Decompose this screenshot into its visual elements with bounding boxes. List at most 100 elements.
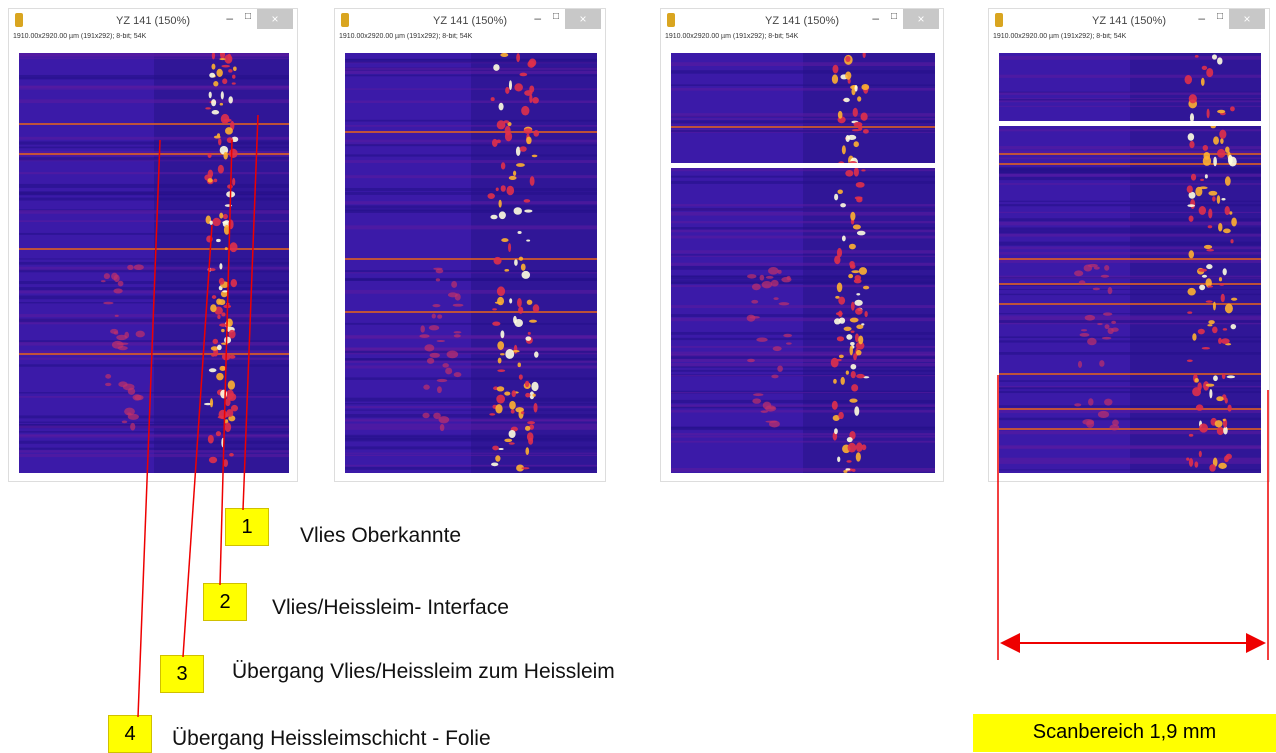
signal-spot xyxy=(1199,423,1208,432)
signal-spot xyxy=(228,380,235,389)
signal-spot xyxy=(857,231,866,236)
signal-spot xyxy=(1218,463,1227,469)
noise-stripe xyxy=(19,396,289,398)
noise-stripe xyxy=(671,468,935,472)
noise-stripe xyxy=(671,236,935,239)
signal-line xyxy=(999,373,1261,375)
signal-spot xyxy=(845,72,851,80)
signal-spot xyxy=(509,80,512,90)
maximize-button[interactable]: □ xyxy=(245,11,251,22)
minimize-button[interactable]: – xyxy=(1198,11,1205,25)
noise-stripe xyxy=(345,201,597,204)
signal-spot xyxy=(1216,396,1223,401)
noise-stripe xyxy=(19,75,289,78)
signal-spot xyxy=(834,194,838,201)
signal-spot xyxy=(103,302,113,305)
signal-spot xyxy=(848,443,857,453)
signal-spot xyxy=(850,364,856,369)
signal-spot xyxy=(1213,136,1219,144)
signal-spot xyxy=(527,421,535,424)
close-button[interactable]: × xyxy=(1229,9,1265,29)
signal-spot xyxy=(525,447,529,455)
signal-spot xyxy=(1108,328,1114,334)
signal-spot xyxy=(516,53,520,62)
signal-spot xyxy=(208,435,214,444)
signal-spot xyxy=(1223,229,1231,234)
signal-spot xyxy=(225,422,231,432)
minimize-button[interactable]: – xyxy=(534,11,541,25)
noise-stripe xyxy=(19,198,289,201)
noise-stripe xyxy=(345,144,597,146)
signal-spot xyxy=(509,298,512,303)
noise-stripe xyxy=(345,347,597,351)
signal-spot xyxy=(1195,55,1199,58)
signal-spot xyxy=(505,87,509,94)
signal-spot xyxy=(849,244,856,250)
signal-spot xyxy=(498,358,502,364)
signal-spot xyxy=(437,386,442,393)
close-button[interactable]: × xyxy=(903,9,939,29)
image-info: 1910.00x2920.00 µm (191x292); 8-bit; 54K xyxy=(9,33,297,45)
minimize-button[interactable]: – xyxy=(872,11,879,25)
signal-spot xyxy=(841,377,845,385)
signal-spot xyxy=(1217,427,1224,435)
label-number: 1 xyxy=(225,508,269,546)
noise-stripe xyxy=(345,361,597,363)
signal-spot xyxy=(1199,206,1206,215)
signal-spot xyxy=(491,97,495,101)
signal-spot xyxy=(514,207,522,214)
signal-spot xyxy=(497,386,505,391)
signal-spot xyxy=(1110,424,1120,430)
noise-stripe xyxy=(999,336,1261,338)
noise-stripe xyxy=(345,75,597,77)
signal-spot xyxy=(205,107,210,109)
signal-spot xyxy=(845,170,853,177)
label-text: Übergang Vlies/Heissleim zum Heissleim xyxy=(232,660,615,684)
signal-spot xyxy=(838,310,842,317)
signal-spot xyxy=(1213,302,1216,311)
close-button[interactable]: × xyxy=(565,9,601,29)
noise-stripe xyxy=(345,120,597,122)
signal-spot xyxy=(217,315,220,319)
noise-stripe xyxy=(345,455,597,456)
noise-stripe xyxy=(345,59,597,63)
maximize-button[interactable]: □ xyxy=(1217,11,1223,22)
signal-spot xyxy=(225,247,228,250)
close-button[interactable]: × xyxy=(257,9,293,29)
maximize-button[interactable]: □ xyxy=(553,11,559,22)
minimize-button[interactable]: – xyxy=(226,11,233,25)
noise-stripe xyxy=(19,392,289,393)
signal-spot xyxy=(752,283,761,290)
noise-stripe xyxy=(999,446,1261,448)
signal-spot xyxy=(501,185,506,192)
maximize-button[interactable]: □ xyxy=(891,11,897,22)
signal-spot xyxy=(219,278,225,285)
scan-image xyxy=(345,53,597,473)
image-info: 1910.00x2920.00 µm (191x292); 8-bit; 54K xyxy=(335,33,605,45)
signal-spot xyxy=(773,297,778,300)
noise-stripe xyxy=(671,318,935,321)
signal-spot xyxy=(747,274,756,278)
signal-spot xyxy=(832,401,838,410)
bright-line xyxy=(999,121,1261,126)
signal-spot xyxy=(219,366,225,371)
noise-stripe xyxy=(345,290,597,294)
noise-stripe xyxy=(999,458,1261,460)
noise-stripe xyxy=(19,314,289,317)
noise-stripe xyxy=(671,208,935,211)
page: 1Vlies Oberkannte2Vlies/Heissleim- Inter… xyxy=(0,0,1276,752)
signal-spot xyxy=(1204,245,1212,249)
signal-spot xyxy=(427,358,434,364)
signal-spot xyxy=(225,204,232,207)
signal-spot xyxy=(850,212,855,221)
signal-spot xyxy=(1206,384,1215,387)
signal-spot xyxy=(857,96,861,101)
title-bar: YZ 141 (150%)–□× xyxy=(989,9,1269,33)
scan-image xyxy=(671,53,935,473)
signal-spot xyxy=(508,243,511,252)
signal-spot xyxy=(218,165,224,174)
signal-spot xyxy=(503,120,509,123)
noise-stripe xyxy=(345,272,597,273)
signal-spot xyxy=(1217,149,1226,158)
signal-spot xyxy=(1229,157,1237,167)
